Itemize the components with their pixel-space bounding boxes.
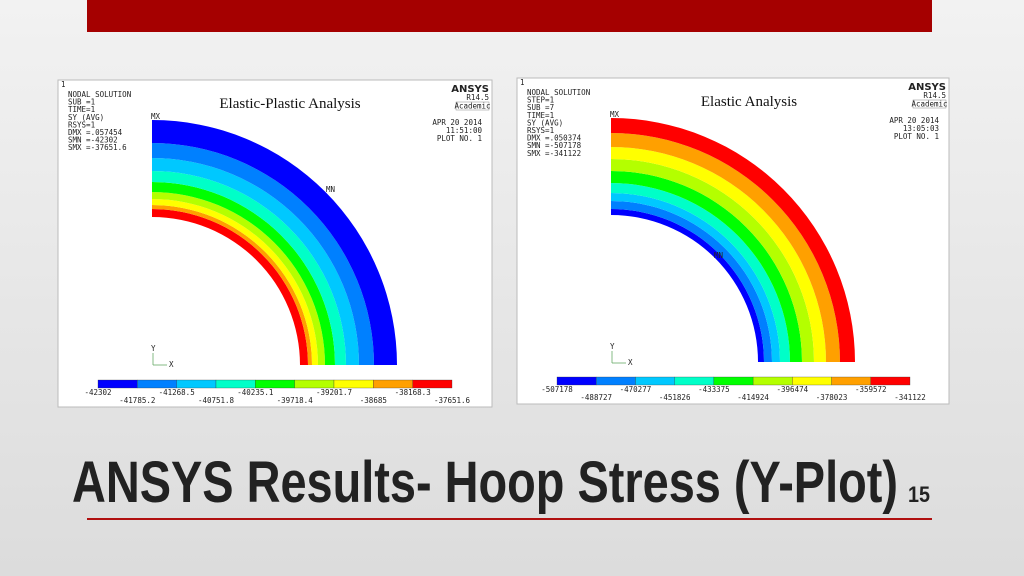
legend-swatch (373, 379, 413, 389)
legend-swatch (294, 379, 335, 389)
contour-band (152, 143, 374, 365)
legend-label: -41785.2 (119, 396, 155, 405)
legend-label: -341122 (894, 393, 926, 402)
info-line: SMN =-507178 (527, 141, 582, 150)
legend-swatch (255, 379, 295, 389)
window-index: 1 (520, 78, 525, 87)
logo-badge (455, 101, 490, 111)
max-marker: MX (610, 110, 620, 119)
axis-x-label: X (169, 360, 174, 369)
legend-swatch (713, 376, 754, 386)
legend-label: -433375 (698, 385, 730, 394)
legend-swatch (412, 379, 453, 389)
legend-label: -451826 (659, 393, 691, 402)
date-line: 11:51:00 (446, 126, 483, 135)
legend-label: -38685 (360, 396, 387, 405)
contour-band (152, 171, 346, 365)
info-line: SMN =-42302 (68, 136, 118, 145)
legend-swatch (792, 376, 832, 386)
max-marker: MX (151, 112, 161, 121)
info-line: DMX =.057454 (68, 128, 123, 137)
contour-band (611, 159, 814, 362)
logo-version: R14.5 (466, 93, 489, 102)
page-number: 15 (908, 482, 930, 507)
axis-x-label: X (628, 358, 633, 367)
legend-label: -378023 (816, 393, 848, 402)
plot-caption: Elastic Analysis (701, 94, 797, 110)
logo-name: ANSYS (451, 84, 489, 95)
legend-label: -42302 (84, 388, 111, 397)
info-line: SUB =1 (68, 98, 95, 107)
legend-swatch (176, 379, 217, 389)
info-line: NODAL SOLUTION (527, 88, 590, 97)
legend-label: -40751.8 (198, 396, 235, 405)
legend-swatch (97, 379, 138, 389)
info-line: SY (AVG) (527, 118, 563, 127)
legend-swatch (674, 376, 715, 386)
date-line: 13:05:03 (903, 124, 939, 133)
legend-label: -39201.7 (316, 388, 352, 397)
logo-version: R14.5 (923, 91, 946, 100)
info-line: DMX =.050374 (527, 134, 582, 143)
legend-swatch (831, 376, 871, 386)
info-line: TIME=1 (527, 111, 554, 120)
slide-title: ANSYS Results- Hoop Stress (Y-Plot) (72, 450, 898, 515)
legend-swatch (137, 379, 177, 389)
date-line: APR 20 2014 (889, 116, 939, 125)
min-marker: MN (714, 251, 723, 260)
legend-label: -39718.4 (277, 396, 314, 405)
legend-swatch (556, 376, 597, 386)
legend-swatch (215, 379, 256, 389)
window-index: 1 (61, 80, 66, 89)
info-line: SMX =-37651.6 (68, 143, 127, 152)
legend-label: -507178 (541, 385, 573, 394)
axis-y-label: Y (610, 342, 615, 351)
legend-swatch (870, 376, 911, 386)
legend-label: -38168.3 (395, 388, 431, 397)
info-line: STEP=1 (527, 96, 554, 105)
legend-label: -40235.1 (237, 388, 273, 397)
min-marker: MN (326, 185, 335, 194)
logo-name: ANSYS (908, 82, 946, 93)
info-line: RSYS=1 (527, 126, 554, 135)
date-line: APR 20 2014 (432, 118, 482, 127)
info-line: SMX =-341122 (527, 149, 581, 158)
legend-swatch (596, 376, 636, 386)
legend-swatch (635, 376, 675, 386)
legend-label: -37651.6 (434, 396, 471, 405)
legend-swatch (333, 379, 374, 389)
top-bar (87, 0, 932, 32)
info-line: RSYS=1 (68, 120, 95, 129)
info-line: TIME=1 (68, 105, 95, 114)
contour-band (152, 120, 397, 365)
contour-band (611, 133, 840, 362)
info-line: SY (AVG) (68, 113, 104, 122)
legend-swatch (752, 376, 793, 386)
date-line: PLOT NO. 1 (894, 132, 939, 141)
info-line: SUB =7 (527, 103, 554, 112)
contour-band (611, 171, 802, 362)
plot-caption: Elastic-Plastic Analysis (219, 96, 360, 112)
legend-label: -396474 (777, 385, 809, 394)
axis-y-label: Y (151, 344, 156, 353)
info-line: NODAL SOLUTION (68, 90, 131, 99)
logo-license: Academic (454, 102, 490, 111)
legend-label: -470277 (620, 385, 652, 394)
legend-label: -359572 (855, 385, 887, 394)
logo-license: Academic (911, 100, 947, 109)
contour-band (152, 158, 359, 365)
date-line: PLOT NO. 1 (437, 134, 482, 143)
logo-badge (912, 99, 947, 109)
legend-label: -414924 (737, 393, 769, 402)
legend-label: -488727 (580, 393, 612, 402)
legend-label: -41268.5 (159, 388, 195, 397)
contour-band (611, 118, 855, 362)
